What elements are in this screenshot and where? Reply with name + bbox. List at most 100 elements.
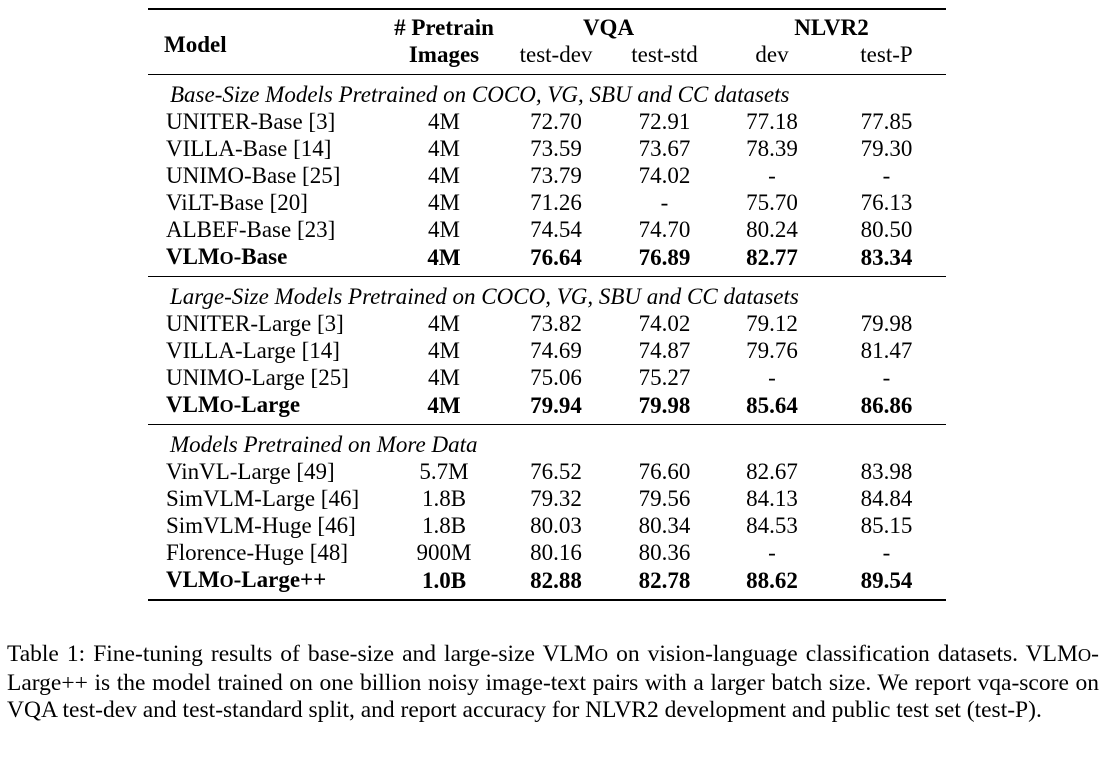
cell-pretrain-images: 4M — [428, 136, 460, 161]
cell-vqa-test-std: 74.70 — [638, 217, 691, 242]
cell-pretrain-images: 4M — [427, 245, 461, 270]
cell-nlvr2-dev: 79.12 — [746, 311, 798, 336]
cell-vqa-test-std: 76.89 — [638, 245, 691, 270]
cell-pretrain-images: 900M — [416, 540, 472, 565]
header-nlvr2-dev: dev — [755, 42, 789, 67]
cell-pretrain-images: 4M — [428, 365, 460, 390]
cell-vqa-test-dev: 72.70 — [530, 109, 582, 134]
cell-model: VLMo-Base — [166, 244, 288, 269]
table-row: Florence-Huge [48] 900M 80.16 80.36 - - — [148, 539, 946, 566]
table-row: VinVL-Large [49] 5.7M 76.52 76.60 82.67 83.98 — [148, 458, 946, 485]
cell-pretrain-images: 4M — [428, 163, 460, 188]
header-nlvr2-test-p: test-P — [860, 42, 913, 67]
cell-nlvr2-test-p: 84.84 — [860, 486, 913, 511]
cell-nlvr2-dev: 79.76 — [746, 338, 798, 363]
cell-model: Florence-Huge [48] — [166, 540, 349, 565]
cell-pretrain-images: 4M — [428, 311, 460, 336]
cell-nlvr2-test-p: 86.86 — [860, 393, 913, 418]
cell-nlvr2-dev: 80.24 — [746, 217, 798, 242]
cell-nlvr2-dev: 84.13 — [746, 486, 798, 511]
cell-vqa-test-std: 74.02 — [638, 163, 691, 188]
cell-vqa-test-dev: 76.52 — [530, 459, 582, 484]
cell-model: VLMo-Large++ — [166, 567, 327, 592]
table-row: VILLA-Base [14] 4M 73.59 73.67 78.39 79.30 — [148, 135, 946, 162]
table-row: VLMo-Base 4M 76.64 76.89 82.77 83.34 — [148, 243, 946, 277]
cell-nlvr2-test-p: 79.30 — [860, 136, 913, 161]
cell-pretrain-images: 1.8B — [421, 486, 467, 511]
cell-model: VILLA-Large [14] — [166, 338, 340, 363]
cell-nlvr2-test-p: 77.85 — [860, 109, 913, 134]
cell-nlvr2-dev: 78.39 — [746, 136, 798, 161]
cell-vqa-test-std: 79.56 — [638, 486, 691, 511]
cell-vqa-test-std: 72.91 — [638, 109, 691, 134]
cell-vqa-test-dev: 80.16 — [530, 540, 582, 565]
table-caption: Table 1: Fine-tuning results of base-siz… — [7, 641, 1099, 723]
section-title: Models Pretrained on More Data — [170, 432, 478, 457]
cell-vqa-test-dev: 75.06 — [530, 365, 582, 390]
cell-pretrain-images: 4M — [427, 393, 461, 418]
header-pretrain-line2: Images — [408, 42, 480, 67]
cell-nlvr2-dev: 77.18 — [746, 109, 798, 134]
table-row: ALBEF-Base [23] 4M 74.54 74.70 80.24 80.50 — [148, 216, 946, 243]
cell-nlvr2-dev: 84.53 — [746, 513, 798, 538]
cell-vqa-test-std: 73.67 — [638, 136, 691, 161]
cell-model: VLMo-Large — [166, 392, 301, 417]
table-row: UNIMO-Base [25] 4M 73.79 74.02 - - — [148, 162, 946, 189]
cell-vqa-test-dev: 80.03 — [530, 513, 582, 538]
section-title: Large-Size Models Pretrained on COCO, VG… — [170, 284, 799, 309]
table-row: SimVLM-Large [46] 1.8B 79.32 79.56 84.13 84.8… — [148, 485, 946, 512]
cell-pretrain-images: 5.7M — [419, 459, 469, 484]
cell-nlvr2-test-p: 89.54 — [860, 568, 913, 593]
results-table-container: Model # Pretrain VQA NLVR2 Images test-d… — [148, 8, 946, 601]
cell-vqa-test-dev: 79.32 — [530, 486, 582, 511]
cell-nlvr2-dev: 82.67 — [746, 459, 798, 484]
cell-vqa-test-std: - — [660, 190, 669, 215]
table-row: VILLA-Large [14] 4M 74.69 74.87 79.76 81.47 — [148, 337, 946, 364]
header-nlvr2: NLVR2 — [794, 15, 869, 40]
results-table: Model # Pretrain VQA NLVR2 Images test-d… — [148, 8, 946, 601]
cell-vqa-test-dev: 76.64 — [530, 245, 582, 270]
header-vqa-test-std: test-std — [631, 42, 698, 67]
cell-nlvr2-test-p: - — [882, 540, 891, 565]
table-row: SimVLM-Huge [46] 1.8B 80.03 80.34 84.53 85.15 — [148, 512, 946, 539]
cell-model: VinVL-Large [49] — [166, 459, 335, 484]
cell-nlvr2-test-p: 80.50 — [860, 217, 913, 242]
cell-vqa-test-std: 75.27 — [638, 365, 691, 390]
cell-nlvr2-dev: 75.70 — [746, 190, 798, 215]
cell-model: SimVLM-Large [46] — [166, 486, 360, 511]
cell-vqa-test-dev: 79.94 — [530, 393, 582, 418]
cell-model: ALBEF-Base [23] — [166, 217, 336, 242]
header-pretrain-line1: # Pretrain — [394, 15, 494, 40]
cell-nlvr2-dev: 82.77 — [746, 245, 798, 270]
cell-vqa-test-std: 76.60 — [638, 459, 691, 484]
cell-vqa-test-std: 80.34 — [638, 513, 691, 538]
table-row: UNITER-Large [3] 4M 73.82 74.02 79.12 79.98 — [148, 310, 946, 337]
cell-nlvr2-test-p: - — [882, 163, 891, 188]
cell-vqa-test-dev: 74.54 — [530, 217, 582, 242]
cell-pretrain-images: 1.0B — [421, 568, 467, 593]
cell-model: ViLT-Base [20] — [166, 190, 308, 215]
cell-nlvr2-dev: 85.64 — [746, 393, 798, 418]
cell-vqa-test-std: 79.98 — [638, 393, 691, 418]
table-row: ViLT-Base [20] 4M 71.26 - 75.70 76.13 — [148, 189, 946, 216]
cell-model: UNIMO-Large [25] — [166, 365, 349, 390]
cell-model: UNITER-Large [3] — [166, 311, 344, 336]
table-row: UNIMO-Large [25] 4M 75.06 75.27 - - — [148, 364, 946, 391]
cell-nlvr2-test-p: 81.47 — [860, 338, 913, 363]
table-row: VLMo-Large++ 1.0B 82.88 82.78 88.62 89.54 — [148, 566, 946, 600]
cell-nlvr2-dev: - — [768, 365, 776, 390]
cell-model: UNIMO-Base [25] — [166, 163, 341, 188]
cell-model: UNITER-Base [3] — [166, 109, 336, 134]
cell-vqa-test-dev: 82.88 — [530, 568, 582, 593]
header-vqa: VQA — [582, 15, 635, 40]
cell-vqa-test-dev: 71.26 — [530, 190, 582, 215]
table-row: VLMo-Large 4M 79.94 79.98 85.64 86.86 — [148, 391, 946, 425]
table-row: UNITER-Base [3] 4M 72.70 72.91 77.18 77.85 — [148, 108, 946, 135]
cell-model: VILLA-Base [14] — [166, 136, 332, 161]
section-title: Base-Size Models Pretrained on COCO, VG,… — [170, 82, 790, 107]
cell-vqa-test-std: 74.02 — [638, 311, 691, 336]
cell-vqa-test-std: 74.87 — [638, 338, 691, 363]
cell-nlvr2-test-p: - — [882, 365, 891, 390]
cell-nlvr2-test-p: 83.34 — [860, 245, 913, 270]
cell-vqa-test-dev: 73.82 — [530, 311, 582, 336]
